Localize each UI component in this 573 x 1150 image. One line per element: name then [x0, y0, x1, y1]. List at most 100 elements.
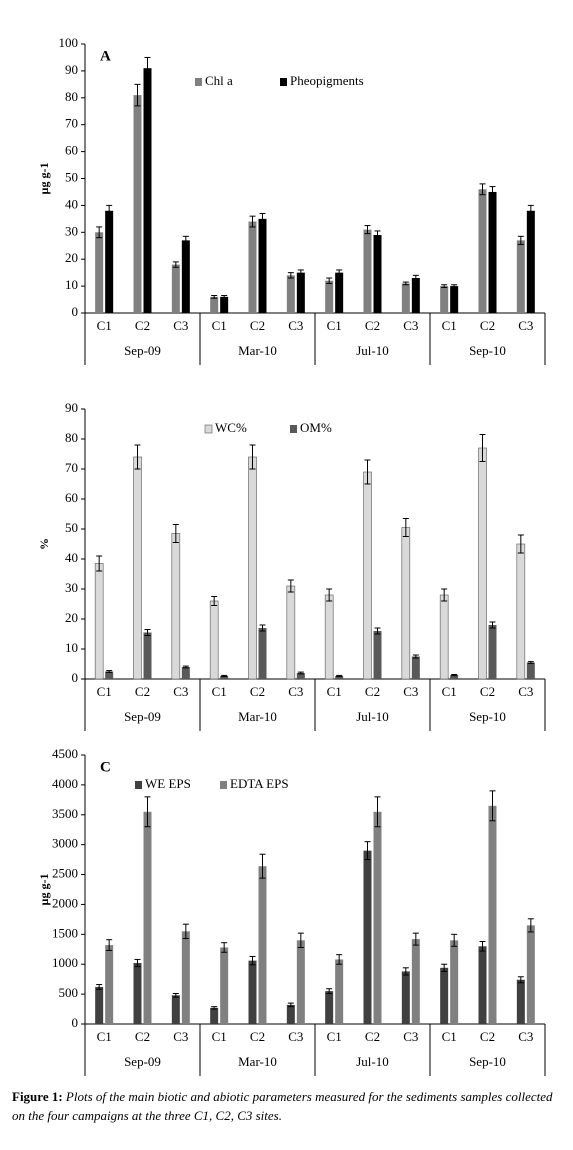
legend-swatch: [204, 424, 213, 434]
bar: [401, 527, 411, 680]
x-tick-label: C3: [518, 684, 533, 699]
error-bar: [364, 459, 371, 485]
error-bar: [221, 674, 228, 678]
bar: [258, 866, 267, 1024]
group-label: Mar-10: [238, 343, 277, 358]
error-bar: [287, 272, 294, 279]
error-bar: [374, 230, 381, 240]
bar: [411, 656, 420, 679]
error-bar: [336, 674, 343, 678]
error-bar: [259, 853, 266, 879]
error-bar: [479, 941, 486, 952]
bar: [286, 275, 295, 313]
y-tick-label: 40: [65, 196, 78, 211]
group-label: Sep-09: [124, 343, 161, 358]
error-bar: [517, 235, 524, 245]
group-label: Mar-10: [238, 1054, 277, 1069]
bar: [143, 811, 152, 1024]
legend-swatch: [135, 781, 142, 789]
bar: [133, 95, 142, 313]
y-tick-label: 80: [65, 430, 78, 445]
x-tick-label: C3: [403, 318, 418, 333]
error-bar: [412, 654, 419, 659]
legend-label: WE EPS: [145, 776, 191, 791]
x-tick-label: C1: [327, 1029, 342, 1044]
error-bar: [374, 627, 381, 635]
bar: [363, 229, 372, 313]
error-bar: [96, 226, 103, 239]
error-bar: [336, 954, 343, 965]
error-bar: [479, 183, 486, 196]
bar: [324, 594, 334, 680]
bar: [363, 471, 372, 680]
x-tick-label: C1: [212, 318, 227, 333]
caption-text: Plots of the main biotic and abiotic par…: [12, 1089, 553, 1123]
y-tick-label: 4500: [52, 746, 78, 761]
bar: [516, 979, 525, 1024]
error-bar: [336, 269, 343, 276]
x-tick-label: C1: [97, 318, 112, 333]
y-tick-label: 10: [65, 640, 78, 655]
error-bar: [172, 993, 179, 998]
bar: [335, 676, 344, 679]
x-tick-label: C2: [365, 684, 380, 699]
bar: [220, 296, 229, 313]
bar: [258, 218, 267, 313]
x-tick-label: C2: [250, 1029, 265, 1044]
error-bar: [412, 932, 419, 946]
error-bar: [182, 923, 189, 940]
bar: [325, 991, 334, 1024]
error-bar: [402, 518, 409, 537]
error-bar: [287, 579, 294, 593]
y-axis-label: %: [37, 538, 51, 550]
bar: [450, 675, 459, 679]
bar: [210, 296, 219, 313]
error-bar: [527, 918, 534, 933]
bar: [450, 940, 459, 1024]
bar: [286, 585, 296, 680]
y-tick-label: 500: [59, 985, 79, 1000]
error-bar: [172, 261, 179, 268]
group-label: Sep-10: [469, 709, 506, 724]
error-bar: [182, 235, 189, 245]
error-bar: [134, 444, 141, 470]
y-tick-label: 20: [65, 250, 78, 265]
legend-label: Pheopigments: [290, 73, 364, 88]
bar: [105, 210, 114, 313]
group-label: Jul-10: [356, 343, 389, 358]
y-tick-label: 60: [65, 490, 78, 505]
group-label: Jul-10: [356, 709, 389, 724]
group-label: Sep-09: [124, 1054, 161, 1069]
x-tick-label: C3: [403, 684, 418, 699]
error-bar: [172, 524, 179, 543]
bar: [286, 1004, 295, 1024]
error-bar: [374, 796, 381, 828]
x-tick-label: C2: [135, 684, 150, 699]
bar: [296, 272, 305, 313]
x-tick-label: C1: [97, 1029, 112, 1044]
x-tick-label: C2: [250, 318, 265, 333]
x-tick-label: C2: [480, 318, 495, 333]
bar: [220, 676, 229, 679]
error-bar: [144, 629, 151, 636]
bar: [171, 533, 181, 680]
bar: [440, 286, 449, 313]
error-bar: [326, 588, 333, 602]
error-bar: [402, 967, 409, 976]
bar: [478, 946, 487, 1024]
x-tick-label: C3: [173, 684, 188, 699]
legend-swatch: [280, 78, 287, 86]
error-bar: [489, 621, 496, 629]
y-tick-label: 1000: [52, 955, 78, 970]
error-bar: [517, 976, 524, 984]
legend-swatch: [290, 425, 297, 433]
legend-label: OM%: [300, 420, 332, 435]
group-label: Mar-10: [238, 709, 277, 724]
error-bar: [106, 204, 113, 217]
bar: [94, 563, 104, 680]
x-tick-label: C1: [442, 1029, 457, 1044]
x-tick-label: C2: [135, 318, 150, 333]
y-tick-label: 30: [65, 580, 78, 595]
legend-label: WC%: [215, 420, 247, 435]
y-tick-label: 2500: [52, 866, 78, 881]
